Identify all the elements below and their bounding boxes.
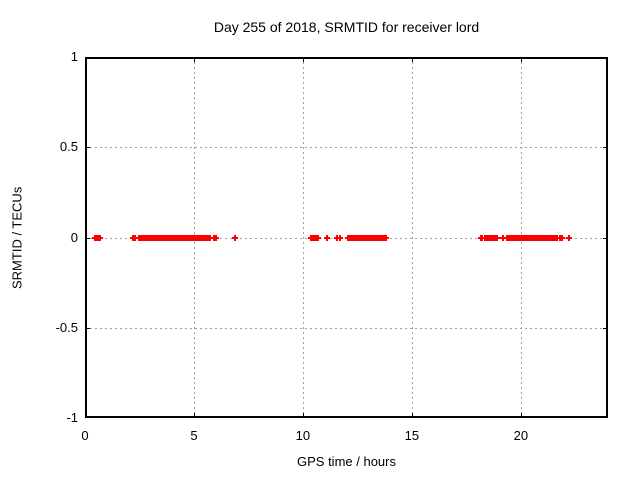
- plot-area: [85, 57, 608, 418]
- chart-title: Day 255 of 2018, SRMTID for receiver lor…: [213, 19, 480, 35]
- y-tick-label: -0.5: [55, 319, 78, 335]
- y-tick-label: 0: [70, 229, 78, 245]
- x-tick-label: 5: [190, 428, 198, 443]
- x-tick-label: 0: [81, 428, 89, 443]
- x-tick-label: 10: [295, 428, 311, 443]
- plot-frame: [85, 57, 608, 418]
- y-tick-label: 1: [70, 49, 78, 64]
- x-tick-label: 20: [513, 428, 529, 443]
- x-axis-title: GPS time / hours: [297, 454, 396, 469]
- y-tick-label: 0.5: [59, 139, 78, 155]
- x-tick-label: 15: [404, 428, 420, 443]
- plot-canvas: [85, 57, 608, 418]
- data-points-srmtid: [92, 235, 572, 241]
- y-tick-label: -1: [66, 410, 78, 425]
